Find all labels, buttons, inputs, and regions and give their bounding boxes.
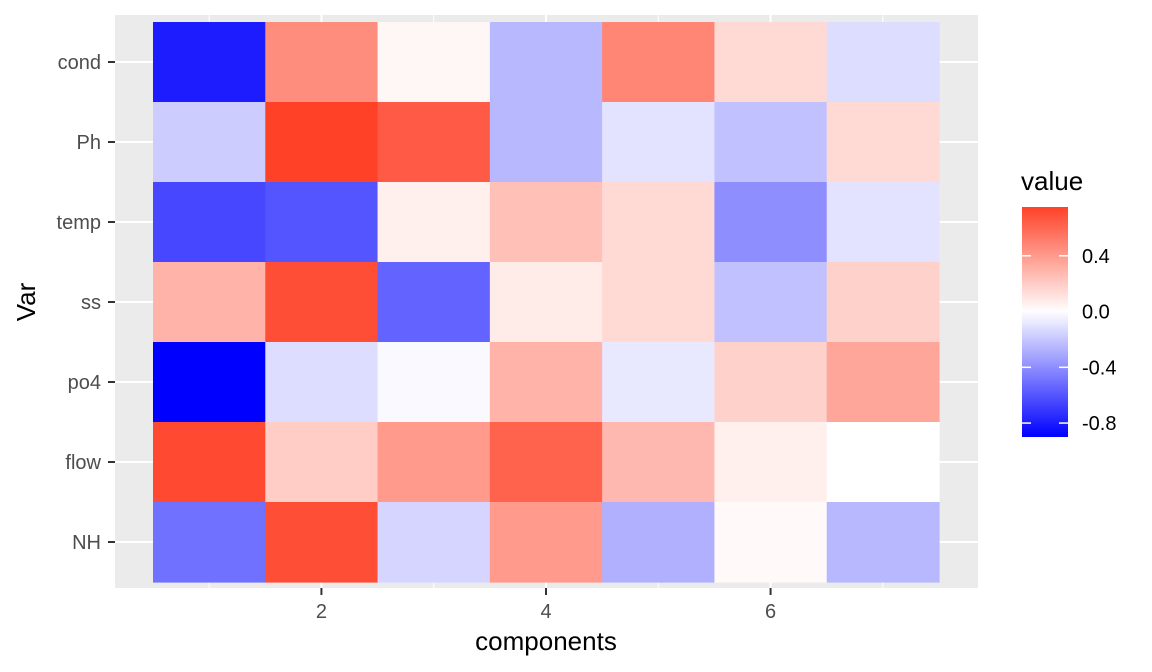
heatmap-tile-cond-2 xyxy=(265,22,379,103)
heatmap-tile-NH-4 xyxy=(489,502,603,583)
heatmap-tile-ss-7 xyxy=(826,262,940,343)
x-axis: 2 4 6 xyxy=(316,588,776,623)
legend-label: -0.4 xyxy=(1082,357,1116,379)
heatmap-tiles xyxy=(153,22,940,583)
heatmap-tile-NH-6 xyxy=(714,502,828,583)
y-tick-label: po4 xyxy=(68,372,101,394)
heatmap-tile-NH-7 xyxy=(826,502,940,583)
heatmap-tile-po4-6 xyxy=(714,342,828,423)
heatmap-tile-flow-4 xyxy=(489,422,603,503)
y-tick-label: Ph xyxy=(77,132,101,154)
legend-label: 0.0 xyxy=(1082,302,1110,324)
heatmap-tile-temp-2 xyxy=(265,182,379,263)
heatmap-tile-temp-6 xyxy=(714,182,828,263)
heatmap-tile-NH-1 xyxy=(153,502,266,583)
heatmap-tile-ss-6 xyxy=(714,262,828,343)
x-axis-title: components xyxy=(475,626,617,656)
heatmap-tile-Ph-4 xyxy=(489,102,603,183)
heatmap-tile-po4-4 xyxy=(489,342,603,423)
heatmap-tile-NH-3 xyxy=(377,502,491,583)
heatmap-tile-flow-6 xyxy=(714,422,828,503)
x-tick-label: 2 xyxy=(316,601,327,623)
heatmap-tile-temp-1 xyxy=(153,182,266,263)
x-tick-label: 6 xyxy=(765,601,776,623)
heatmap-tile-cond-7 xyxy=(826,22,940,103)
heatmap-tile-flow-5 xyxy=(602,422,716,503)
y-tick-label: ss xyxy=(81,292,101,314)
heatmap-tile-Ph-1 xyxy=(153,102,266,183)
legend: value 0.4 0.0 -0.4 -0.8 xyxy=(1021,166,1116,437)
heatmap-tile-po4-2 xyxy=(265,342,379,423)
heatmap-tile-flow-1 xyxy=(153,422,266,503)
y-axis-title: Var xyxy=(11,282,41,321)
x-tick-label: 4 xyxy=(540,601,551,623)
heatmap-tile-flow-7 xyxy=(826,422,940,503)
heatmap-tile-Ph-6 xyxy=(714,102,828,183)
heatmap-tile-NH-2 xyxy=(265,502,379,583)
y-tick-label: cond xyxy=(58,52,101,74)
heatmap-tile-po4-1 xyxy=(153,342,266,423)
heatmap-tile-po4-7 xyxy=(826,342,940,423)
heatmap-tile-ss-2 xyxy=(265,262,379,343)
heatmap-tile-temp-3 xyxy=(377,182,491,263)
y-tick-label: temp xyxy=(57,212,101,234)
heatmap-tile-flow-2 xyxy=(265,422,379,503)
heatmap-tile-po4-3 xyxy=(377,342,491,423)
heatmap-tile-flow-3 xyxy=(377,422,491,503)
heatmap-tile-ss-4 xyxy=(489,262,603,343)
heatmap-tile-cond-6 xyxy=(714,22,828,103)
heatmap-tile-cond-3 xyxy=(377,22,491,103)
y-tick-label: flow xyxy=(65,452,101,474)
heatmap-tile-po4-5 xyxy=(602,342,716,423)
heatmap-tile-cond-4 xyxy=(489,22,603,103)
y-axis: cond Ph temp ss po4 flow NH xyxy=(57,52,115,554)
heatmap-tile-Ph-3 xyxy=(377,102,491,183)
heatmap-tile-temp-7 xyxy=(826,182,940,263)
heatmap-tile-ss-1 xyxy=(153,262,266,343)
legend-label: 0.4 xyxy=(1082,246,1110,268)
heatmap-tile-cond-5 xyxy=(602,22,716,103)
heatmap-tile-temp-5 xyxy=(602,182,716,263)
heatmap-tile-cond-1 xyxy=(153,22,266,103)
y-tick-label: NH xyxy=(72,532,101,554)
legend-label: -0.8 xyxy=(1082,413,1116,435)
heatmap-tile-Ph-2 xyxy=(265,102,379,183)
heatmap-tile-ss-3 xyxy=(377,262,491,343)
heatmap-tile-Ph-7 xyxy=(826,102,940,183)
legend-colorbar xyxy=(1022,207,1068,437)
legend-title: value xyxy=(1021,166,1083,196)
heatmap-tile-temp-4 xyxy=(489,182,603,263)
heatmap-tile-NH-5 xyxy=(602,502,716,583)
heatmap-tile-ss-5 xyxy=(602,262,716,343)
heatmap-tile-Ph-5 xyxy=(602,102,716,183)
